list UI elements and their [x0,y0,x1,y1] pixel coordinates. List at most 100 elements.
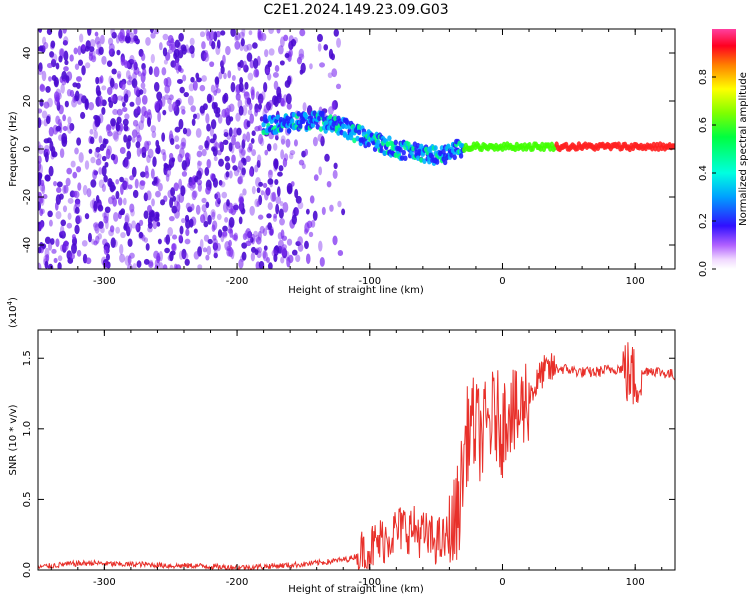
noise-dot [243,91,250,100]
noise-dot [129,203,135,213]
y-tick-label: 1.0 [22,421,33,437]
noise-dot [160,199,166,206]
noise-dot [228,217,235,228]
noise-dot [204,167,210,176]
noise-dot [177,153,183,163]
noise-dot [125,70,131,80]
noise-dot [308,231,314,238]
noise-dot [78,152,84,163]
trace-point [458,153,464,159]
noise-dot [148,66,153,75]
noise-dot [181,217,186,224]
noise-dot [280,247,287,257]
noise-dot [309,195,315,204]
noise-dot [295,195,302,204]
noise-dot [227,228,233,234]
noise-dot [95,115,101,127]
noise-dot [191,118,196,126]
noise-dot [171,242,177,252]
snr-series-line [38,342,675,570]
noise-dot [59,231,63,238]
noise-dot [252,42,258,49]
y-tick-label: 0.0 [22,562,33,578]
noise-dot [206,123,211,132]
y-tick-label: 40 [22,47,33,60]
noise-dot [337,250,344,257]
colorbar-ticks: 0.0 0.2 0.4 0.6 0.8 [698,69,716,277]
noise-dot [221,108,227,118]
noise-dot [266,143,272,152]
noise-dot [272,71,279,78]
noise-dot [96,40,102,49]
snr-y-ticks: 0.0 0.5 1.0 1.5 [22,350,675,578]
noise-dot [116,70,122,78]
x-tick-label: -300 [93,577,116,588]
noise-dot [87,232,92,243]
noise-dot [76,214,83,224]
noise-dot [196,77,202,83]
noise-dot [129,54,135,64]
noise-dot [63,36,69,46]
noise-dot [164,84,171,94]
noise-dot [98,179,105,189]
noise-dot [38,62,43,72]
noise-dot [164,247,170,254]
noise-dot [92,169,98,180]
noise-dot [55,115,61,125]
noise-dot [45,115,51,125]
noise-dot [167,227,174,237]
noise-dot [324,153,330,162]
noise-dot [44,247,50,259]
noise-dot [140,82,146,89]
noise-dot [40,221,44,230]
noise-dot [259,116,264,122]
noise-dot [133,35,139,42]
noise-dot [90,156,96,164]
noise-dot [62,114,67,122]
noise-dot [155,139,160,148]
noise-dot [298,48,305,58]
noise-dot [131,220,137,229]
noise-dot [111,68,117,75]
noise-dot [82,184,88,196]
noise-dot [138,120,144,131]
noise-dot [69,54,74,62]
noise-dot [283,34,289,42]
noise-dot [291,249,298,256]
noise-dot [285,138,291,148]
noise-dot [40,195,45,206]
x-tick-label: -200 [226,577,249,588]
noise-dot [254,198,260,208]
noise-dot [81,44,86,50]
noise-dot [44,151,49,163]
noise-dot [256,200,261,207]
noise-dot [74,224,80,235]
noise-dot [143,210,149,220]
noise-dot [63,66,69,72]
trace-point [376,139,381,146]
noise-dot [57,262,62,269]
noise-dot [231,74,236,81]
noise-dot [53,257,58,264]
noise-dot [206,93,212,104]
trace-point [286,128,292,134]
noise-dot [304,148,309,156]
noise-dot [104,161,109,168]
noise-dot [102,138,107,149]
noise-dot [123,223,129,231]
noise-dot [241,29,246,37]
noise-dot [287,42,292,49]
noise-dot [201,75,207,82]
noise-dot [205,254,210,261]
noise-dot [79,33,84,43]
noise-dot [238,258,244,269]
noise-dot [76,249,82,257]
noise-dot [218,71,223,80]
noise-dot [260,32,267,42]
noise-dot [77,182,82,191]
noise-dot [108,100,114,109]
noise-dot [153,176,158,184]
noise-dot [76,82,81,89]
noise-dot [44,174,51,181]
noise-dot [75,215,81,225]
